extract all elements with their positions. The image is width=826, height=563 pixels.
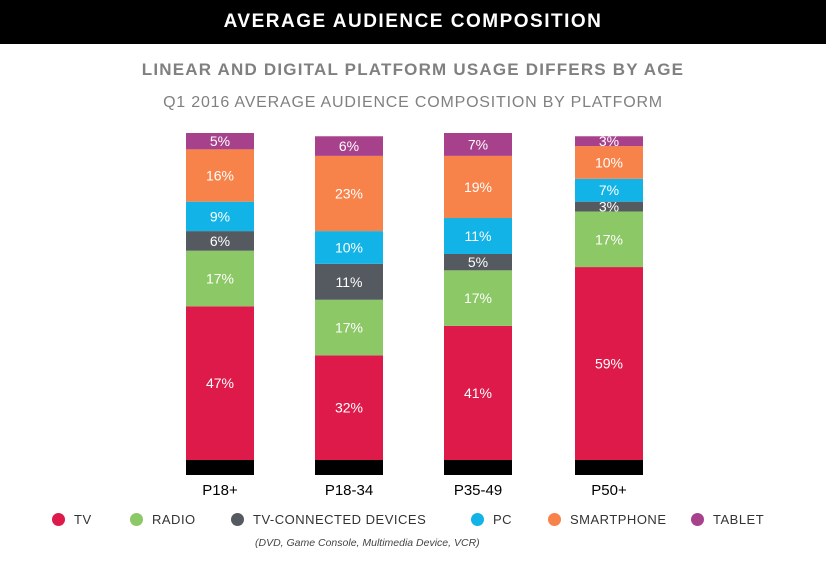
bar-segment-p18-tv [186, 306, 254, 460]
bar-segment-p35-49-tv [444, 325, 512, 460]
bar-segment-p18-34-pc [315, 231, 383, 264]
bar-segment-p50-smartphone [575, 146, 643, 179]
legend-label-tv-connected-devices: TV-CONNECTED DEVICES [253, 512, 427, 527]
bar-base-p18-34 [315, 460, 383, 475]
legend-item-tv-connected-devices: TV-CONNECTED DEVICES [231, 512, 426, 527]
legend: TV RADIO TV-CONNECTED DEVICES PC SMARTPH… [0, 512, 826, 536]
bar-segment-p18-tv-connected-devices [186, 231, 254, 251]
bar-segment-p50-tv-connected-devices [575, 201, 643, 212]
legend-note: (DVD, Game Console, Multimedia Device, V… [255, 537, 480, 549]
bar-segment-p18-34-tablet [315, 136, 383, 156]
bar-segment-p35-49-tablet [444, 133, 512, 156]
legend-item-smartphone: SMARTPHONE [548, 512, 667, 527]
bar-segment-p50-pc [575, 178, 643, 202]
legend-swatch-tv [52, 513, 65, 526]
data-label-p18-34-pc: 10% [335, 239, 363, 255]
legend-item-pc: PC [471, 512, 512, 527]
bar-segment-p50-tv [575, 267, 643, 460]
bar-segment-p18-radio [186, 250, 254, 307]
bar-segment-p18-34-radio [315, 299, 383, 356]
data-label-p18-radio: 17% [206, 271, 234, 287]
legend-label-pc: PC [493, 512, 513, 527]
bar-segment-p18-pc [186, 201, 254, 232]
data-label-p18-smartphone: 16% [206, 168, 234, 184]
chart-title: Q1 2016 AVERAGE AUDIENCE COMPOSITION BY … [163, 94, 663, 111]
data-label-p50-tv: 59% [595, 356, 623, 372]
bar-segment-p50-radio [575, 211, 643, 268]
data-label-p50-pc: 7% [599, 182, 619, 198]
legend-label-tablet: TABLET [713, 512, 765, 527]
legend-swatch-radio [130, 513, 143, 526]
data-label-p35-49-smartphone: 19% [464, 179, 492, 195]
x-tick-label-p35-49: P35-49 [454, 482, 502, 499]
legend-swatch-pc [471, 513, 484, 526]
data-label-p35-49-pc: 11% [465, 228, 492, 244]
legend-item-tv: TV [52, 512, 92, 527]
bar-segment-p35-49-tv-connected-devices [444, 253, 512, 271]
data-label-p18-34-radio: 17% [335, 320, 363, 336]
data-label-p18-pc: 9% [210, 208, 230, 224]
bar-segment-p18-34-smartphone [315, 155, 383, 232]
bar-segment-p35-49-pc [444, 218, 512, 254]
legend-label-tv: TV [74, 512, 92, 527]
legend-swatch-smartphone [548, 513, 561, 526]
chart-subtitle: LINEAR AND DIGITAL PLATFORM USAGE DIFFER… [141, 60, 685, 79]
data-label-p18-34-tablet: 6% [339, 138, 359, 154]
bar-base-p50 [575, 460, 643, 475]
bar-segment-p18-smartphone [186, 149, 254, 202]
legend-item-radio: RADIO [130, 512, 196, 527]
data-label-p35-49-tv-connected-devices: 5% [468, 254, 488, 270]
x-tick-label-p18: P18+ [202, 482, 238, 499]
data-label-p18-34-tv: 32% [335, 400, 363, 416]
data-label-p18-tv: 47% [206, 375, 234, 391]
data-label-p35-49-tv: 41% [464, 385, 492, 401]
data-label-p50-tv-connected-devices: 3% [599, 199, 619, 215]
header-title: AVERAGE AUDIENCE COMPOSITION [223, 11, 603, 32]
bar-segment-p18-34-tv-connected-devices [315, 263, 383, 300]
data-label-p50-smartphone: 10% [595, 154, 623, 170]
bar-segment-p35-49-smartphone [444, 155, 512, 219]
bar-segment-p18-34-tv [315, 355, 383, 460]
legend-swatch-tv-connected-devices [231, 513, 244, 526]
header-bar: AVERAGE AUDIENCE COMPOSITION [0, 0, 826, 44]
data-label-p35-49-radio: 17% [464, 290, 492, 306]
bar-segment-p50-tablet [575, 136, 643, 147]
bar-segment-p35-49-radio [444, 270, 512, 326]
bar-segment-p18-tablet [186, 133, 254, 150]
x-tick-label-p50: P50+ [591, 482, 627, 499]
legend-label-smartphone: SMARTPHONE [570, 512, 667, 527]
bar-base-p18 [186, 460, 254, 475]
data-label-p35-49-tablet: 7% [468, 136, 488, 152]
legend-item-tablet: TABLET [691, 512, 764, 527]
data-label-p18-tv-connected-devices: 6% [210, 233, 230, 249]
data-label-p18-34-tv-connected-devices: 11% [336, 274, 363, 290]
data-label-p50-radio: 17% [595, 231, 623, 247]
legend-swatch-tablet [691, 513, 704, 526]
data-label-p50-tablet: 3% [599, 133, 619, 149]
x-tick-label-p18-34: P18-34 [325, 482, 373, 499]
data-label-p18-34-smartphone: 23% [335, 185, 363, 201]
data-label-p18-tablet: 5% [210, 133, 230, 149]
legend-label-radio: RADIO [152, 512, 196, 527]
bar-base-p35-49 [444, 460, 512, 475]
